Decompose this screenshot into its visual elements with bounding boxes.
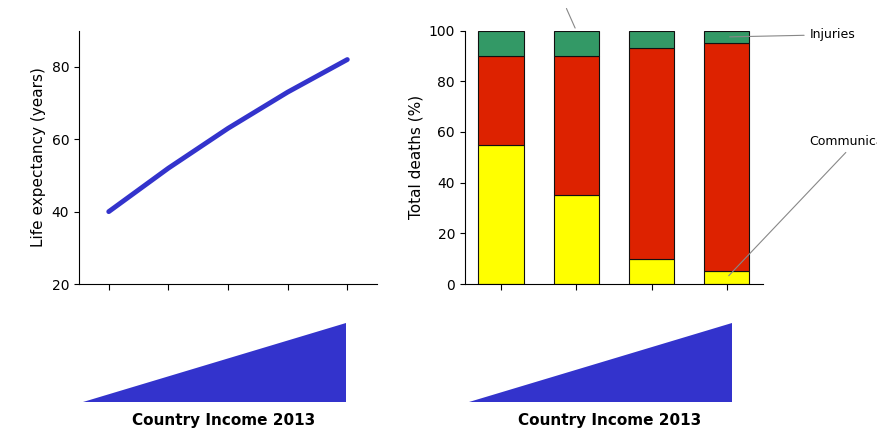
Bar — [553, 31, 599, 56]
Bar — [629, 49, 674, 259]
Bar — [478, 145, 524, 284]
Bar — [704, 31, 750, 43]
Y-axis label: Life expectancy (years): Life expectancy (years) — [31, 67, 46, 247]
Text: Country Income 2013: Country Income 2013 — [518, 413, 701, 428]
Text: Injuries: Injuries — [730, 28, 855, 41]
Text: Country Income 2013: Country Income 2013 — [132, 413, 315, 428]
Polygon shape — [83, 323, 346, 402]
Bar — [478, 56, 524, 145]
Bar — [553, 195, 599, 284]
Bar — [704, 271, 750, 284]
Bar — [629, 31, 674, 49]
Text: Non-communicable: Non-communicable — [501, 0, 622, 28]
Bar — [704, 43, 750, 271]
Text: Communicable: Communicable — [729, 135, 877, 276]
Bar — [553, 56, 599, 195]
Polygon shape — [469, 323, 732, 402]
Y-axis label: Total deaths (%): Total deaths (%) — [408, 95, 424, 219]
Bar — [629, 259, 674, 284]
Bar — [478, 31, 524, 56]
